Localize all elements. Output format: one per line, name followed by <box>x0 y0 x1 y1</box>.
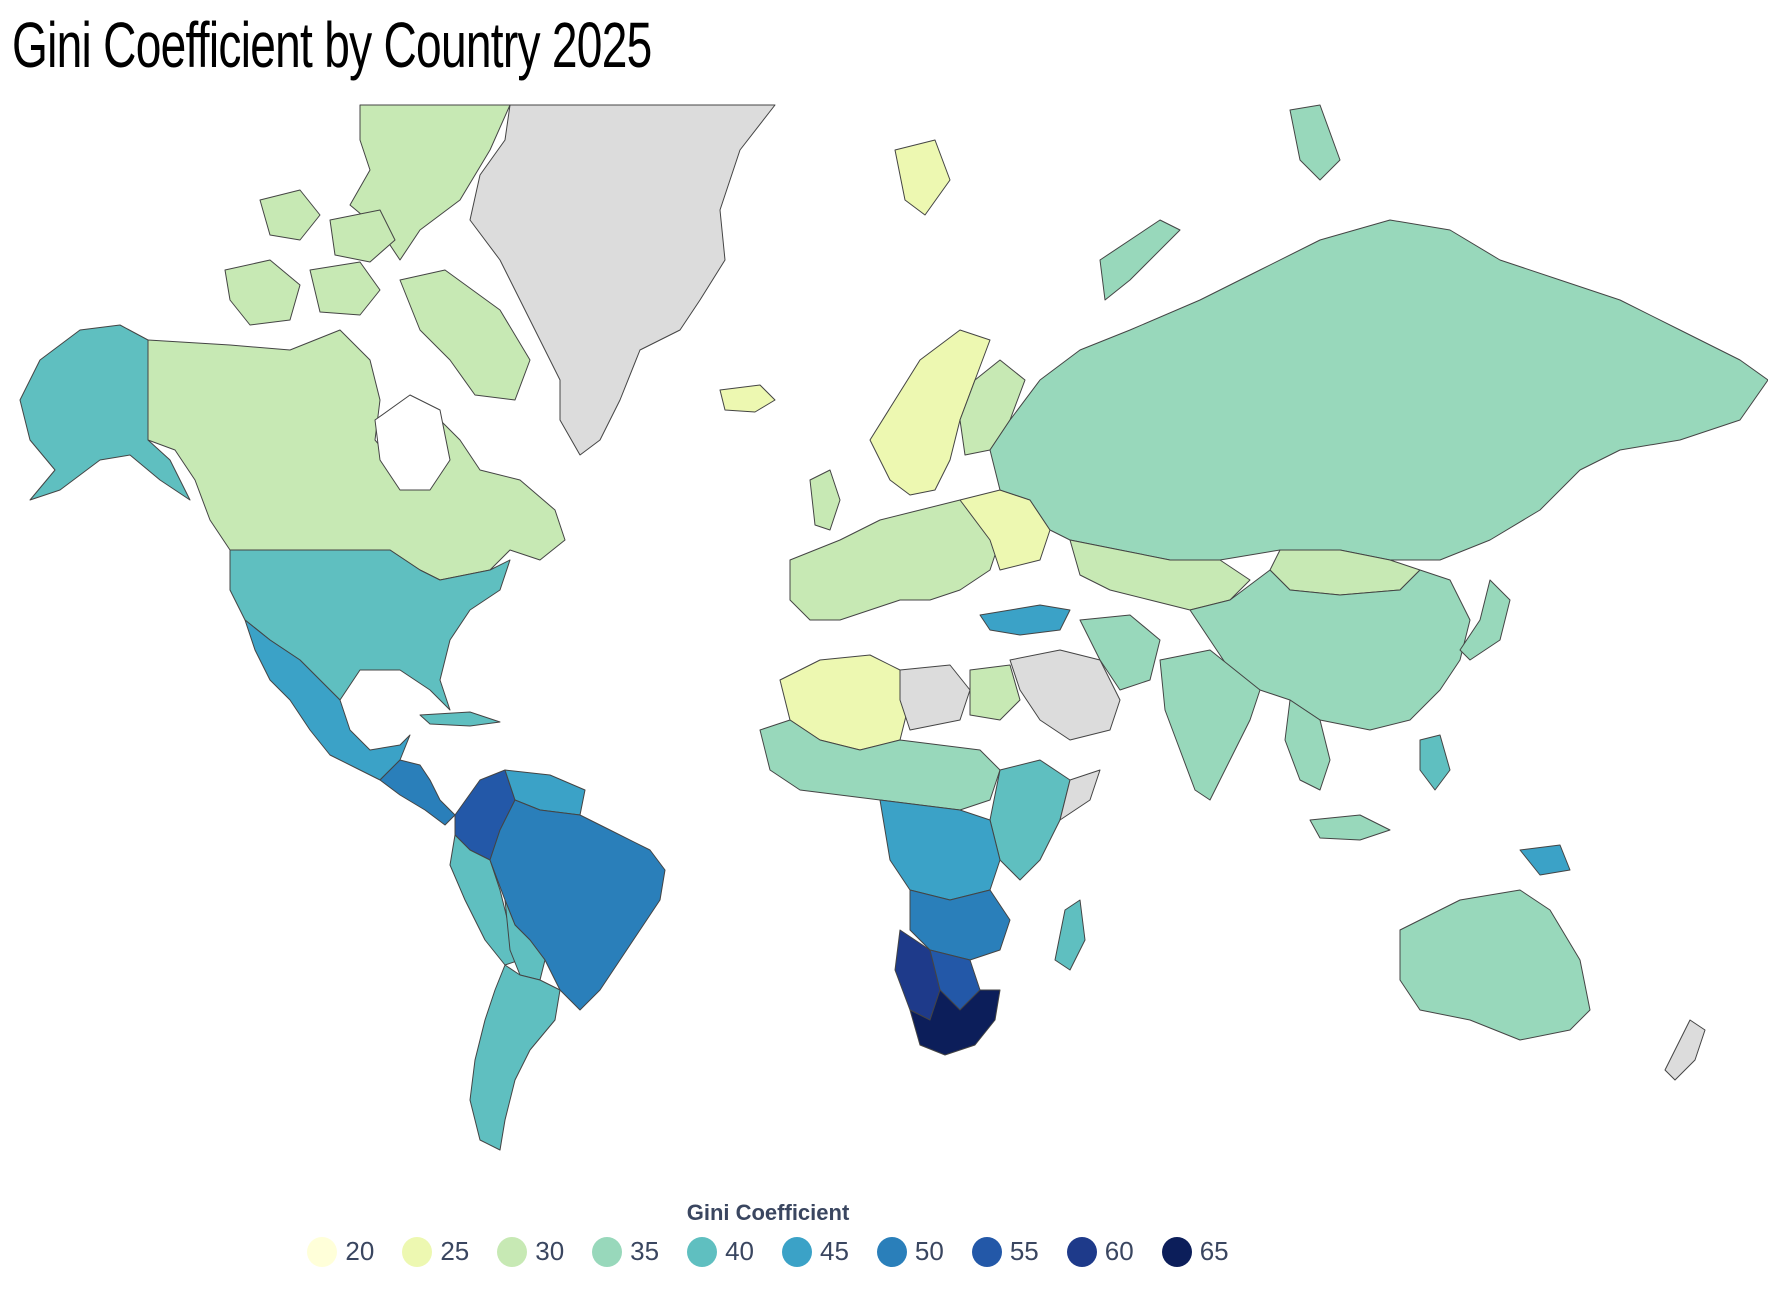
legend-label: 50 <box>914 1236 944 1266</box>
region-east-africa <box>989 759 1071 881</box>
region-greenland <box>469 104 776 456</box>
legend-label: 20 <box>345 1236 375 1266</box>
legend-swatch <box>497 1236 528 1267</box>
legend-swatch <box>971 1236 1002 1267</box>
world-map <box>19 104 1768 1151</box>
legend-label: 35 <box>630 1236 660 1266</box>
region-australia <box>1399 889 1591 1041</box>
legend-swatch <box>1161 1236 1192 1267</box>
legend-item[interactable]: 35 <box>592 1236 659 1267</box>
legend-swatch <box>1066 1236 1097 1267</box>
region-japan <box>1459 579 1511 661</box>
legend-item[interactable]: 60 <box>1066 1236 1134 1267</box>
legend-item[interactable]: 45 <box>782 1236 849 1267</box>
legend-swatch <box>307 1236 338 1267</box>
region-mexico <box>244 619 411 781</box>
region-west-africa <box>759 719 1001 811</box>
region-canada-islands-c <box>224 259 301 326</box>
region-madagascar <box>1054 899 1086 971</box>
legend-item[interactable]: 20 <box>307 1236 374 1267</box>
region-indonesia <box>1309 814 1391 841</box>
legend-label: 60 <box>1104 1236 1134 1266</box>
region-alaska <box>19 324 191 501</box>
region-central-america <box>379 759 456 826</box>
region-finland <box>959 359 1026 456</box>
legend-label: 55 <box>1009 1236 1039 1266</box>
region-uk <box>809 469 841 531</box>
region-novaya-zemlya <box>1099 219 1181 301</box>
region-canada <box>147 329 566 581</box>
region-turkey <box>979 604 1071 636</box>
legend-swatch <box>782 1236 812 1267</box>
legend-item[interactable]: 25 <box>402 1236 469 1267</box>
region-argentina <box>469 964 561 1151</box>
region-iceland <box>719 384 776 413</box>
region-philippines <box>1419 734 1451 791</box>
legend-item[interactable]: 55 <box>971 1236 1039 1267</box>
legend-item[interactable]: 30 <box>497 1236 564 1267</box>
legend-label: 45 <box>820 1236 849 1266</box>
region-western-europe <box>789 499 1001 621</box>
legend-label: 40 <box>725 1236 754 1266</box>
legend-label: 25 <box>440 1236 470 1266</box>
legend-swatch <box>402 1236 433 1267</box>
region-arctic-ru-islands <box>1289 104 1341 181</box>
region-new-zealand <box>1664 1019 1706 1081</box>
water-hudson-bay <box>374 394 451 491</box>
legend-label: 30 <box>535 1236 565 1266</box>
legend-item[interactable]: 40 <box>687 1236 754 1267</box>
legend: Gini Coefficient 20 25 30 35 40 45 50 55 60 65 <box>0 1200 1768 1310</box>
region-arabia <box>1009 649 1121 741</box>
region-canada-islands-b <box>329 209 396 263</box>
legend-items: 20 25 30 35 40 45 50 55 60 65 <box>0 1236 1536 1267</box>
region-se-asia <box>1284 699 1331 791</box>
legend-title: Gini Coefficient <box>686 1200 850 1225</box>
region-canada-islands-d <box>309 261 381 316</box>
region-iran <box>1079 614 1161 691</box>
region-usa <box>229 549 511 711</box>
region-canada-islands-a <box>259 189 321 241</box>
region-central-africa <box>879 799 1001 901</box>
region-india <box>1159 649 1261 801</box>
legend-label: 65 <box>1199 1236 1229 1266</box>
region-south-africa <box>909 989 1001 1056</box>
legend-swatch <box>876 1236 907 1267</box>
region-cuba <box>419 711 501 727</box>
region-libya <box>899 664 971 731</box>
region-canada-baffin <box>399 269 531 401</box>
page-title: Gini Coefficient by Country 2025 <box>12 9 652 81</box>
legend-swatch <box>687 1236 718 1267</box>
region-svalbard <box>894 139 951 216</box>
region-egypt <box>969 664 1021 721</box>
legend-item[interactable]: 65 <box>1161 1236 1229 1267</box>
region-southern-africa-mid <box>909 889 1011 961</box>
legend-swatch <box>592 1236 623 1267</box>
region-png <box>1519 844 1571 876</box>
region-somalia <box>1059 769 1101 821</box>
legend-item[interactable]: 50 <box>876 1236 944 1267</box>
region-canada-arctic <box>349 104 511 261</box>
region-bolivia <box>504 899 546 981</box>
